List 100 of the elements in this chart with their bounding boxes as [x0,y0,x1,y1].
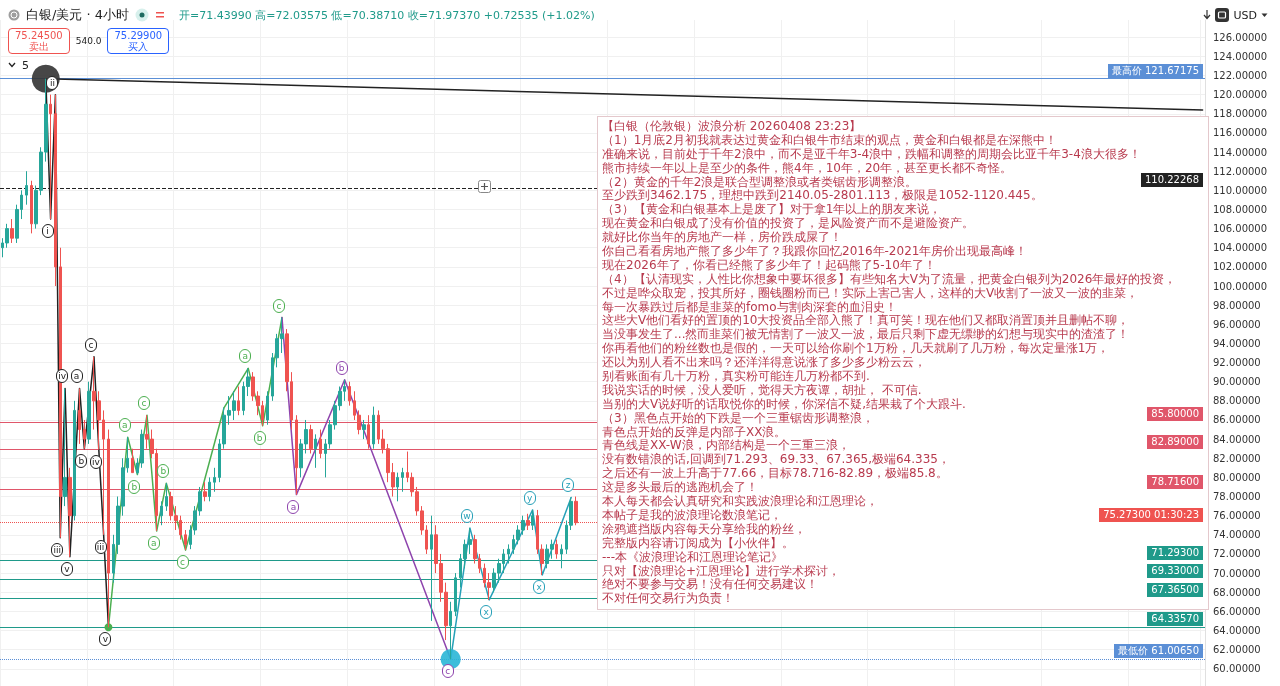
ref-line-label: 64.33570 [1147,612,1203,627]
y-tick-label: 84.00000 [1213,433,1261,445]
annotation: 完整版内容请订阅成为【小伙伴】。 [602,535,794,550]
annotation: 本帖子是我的波浪理论数浪笔记， [602,507,782,522]
annotation: 只对【波浪理论+江恩理论】进行学术探讨， [602,563,841,578]
annotation: 5 [22,58,29,72]
annotation: 就好比你当年的房地产一样，房价跌成屎了！ [602,230,843,245]
data-label: iii [94,539,107,554]
y-tick-label: 66.00000 [1213,605,1261,617]
y-tick-label: 110.00000 [1213,184,1268,196]
y-tick-label: 126.00000 [1213,31,1268,43]
ref-line-label: 82.89000 [1147,434,1203,449]
data-label: c [176,555,189,570]
y-tick-label: 92.00000 [1213,357,1261,369]
data-label: b [75,453,88,468]
annotation: 没有数错浪的话,回调到71.293、69.33、67.365,极端64.335， [602,452,951,467]
annotation: （3）黑色点开始的下跌是一个三重锯齿形调整浪， [602,410,874,425]
data-label: ii [46,75,59,90]
data-label: x [480,604,493,619]
annotation: 540.0 [75,36,102,46]
annotation: 青色点开始的反弹是内部子XX浪。 [602,424,787,439]
data-label: b [335,360,348,375]
annotation: 卖出 [28,41,49,52]
annotation: （3）【黄金和白银基本上是废了】对于拿1年以上的朋友来说， [602,202,943,217]
y-tick-label: 72.00000 [1213,548,1261,560]
y-tick-label: 104.00000 [1213,242,1268,254]
annotation: （2）黄金的千年2浪是联合型调整浪或者类锯齿形调整浪。 [602,174,918,189]
data-label: v [60,561,73,576]
ref-line-label: 最低价 61.00650 [1114,644,1203,659]
y-tick-label: 106.00000 [1213,223,1268,235]
ref-line-label: 67.36500 [1147,583,1203,598]
data-label: a [287,499,300,514]
y-tick-label: 80.00000 [1213,471,1261,483]
data-label: b [157,464,170,479]
y-tick-label: 94.00000 [1213,337,1261,349]
annotation: 涂鸦遮挡版内容每天分享给我的粉丝， [602,521,807,537]
annotation: 还以为别人看不出来吗？还洋洋得意说涨了多少多少粉云云， [602,355,927,370]
annotation: 不对任何交易行为负责！ [602,591,734,606]
data-label: i [41,224,54,239]
data-label: w [460,509,473,524]
annotation: 这些大V他们看好的置顶的10大投资品全部入熊了！真可笑！现在他们又都取消置顶并且删帖不聊， [602,313,1131,328]
y-tick-label: 64.00000 [1213,625,1261,636]
annotation: 准确来说，目前处于千年2浪中，而不是亚千年3-4浪中，跌幅和调整的周期会比亚千年3-4浪大很多！ [602,146,1142,162]
annotation: 当没事发生了...然而韭菜们被无情割了一波又一波，最后只剩下虚无缥缈的幻想与现实中的渣渣了！ [602,327,1131,342]
annotation: 我说实话的时候，没人爱听，觉得天方夜谭，胡扯， 不可信. [602,382,923,398]
data-label: a [239,349,252,364]
chart-title: 白银/美元 · 4小时 [26,6,130,24]
ref-line-label: 71.29300 [1147,545,1203,560]
data-label: c [138,396,150,411]
data-label: c [84,337,97,352]
data-label: a [147,535,160,550]
data-label: iv [56,369,69,384]
y-tick-label: 102.00000 [1213,261,1268,273]
annotation: 75.29900 [114,30,163,41]
y-tick-label: 114.00000 [1213,146,1268,158]
annotation: 别看账面有几十万粉，真实粉可能连几万粉都不到. [602,369,871,384]
annotation: 这是多头最后的逃跑机会了！ [602,480,758,495]
annotation: 绝对不要参与交易！没有任何交易建议！ [602,577,818,592]
y-tick-label: 78.00000 [1213,491,1261,503]
y-tick-label: 124.00000 [1213,50,1268,62]
y-tick-label: 118.00000 [1213,108,1268,120]
data-label: x [533,580,546,594]
annotation: 至少跌到3462.175，理想中跌到2140.05-2801.113，极限是1052-1120.445。 [602,188,1044,203]
y-tick-label: 120.00000 [1213,89,1268,101]
annotation: 买入 [128,41,149,52]
data-label: c [272,298,285,313]
y-tick-label: 74.00000 [1213,529,1261,541]
annotation: 每一次暴跌过后都是韭菜的fomo与割肉深套的血泪史！ [602,299,898,314]
data-label: c [441,664,454,679]
annotation: 熊市持续一年以上是至少的条件，熊4年，10年，20年，甚至更长都不奇怪。 [602,160,1014,176]
annotation: （4）【认清现实，人性比你想象中要坏很多】有些知名大V为了流量，把黄金白银列为2026年最好的投资， [602,271,1178,287]
data-label: iv [89,454,102,469]
y-tick-label: 70.00000 [1213,567,1261,579]
y-tick-label: 82.00000 [1213,452,1261,464]
y-tick-label: 100.00000 [1213,280,1268,292]
y-tick-label: 76.00000 [1213,510,1261,522]
data-label: a [118,418,131,433]
data-label: b [128,479,141,494]
ref-line-label: 110.22268 [1140,173,1203,188]
annotation: 【白银（伦敦银）波浪分析 20260408 23:23】 [602,119,863,134]
y-tick-label: 116.00000 [1213,127,1268,139]
text: USD [1233,8,1257,22]
annotation: 75.24500 [15,30,63,41]
y-tick-label: 88.00000 [1213,395,1261,407]
annotation: 青色线是XX-W浪，内部结构是一个三重三浪， [602,438,850,453]
data-label: a [70,369,83,384]
ref-line-label: 85.80000 [1147,406,1203,421]
ref-line-label: 75.27300 01:30:23 [1099,507,1203,522]
y-tick-label: 98.00000 [1213,299,1261,311]
y-tick-label: 108.00000 [1213,203,1268,215]
annotation: 你自己看看房地产熊了多少年了？我跟你回忆2016年-2021年房价出现最高峰！ [602,244,1029,259]
annotation: 之后还有一波上升高于77.66，目标78.716-82.89，极端85.8。 [602,466,948,481]
y-tick-label: 122.00000 [1213,70,1268,81]
ref-line-label: 最高价 121.67175 [1107,63,1203,78]
annotation: 现在2026年了，你看已经熊了多少年了！起码熊了5-10年了！ [602,257,937,273]
y-tick-label: 60.00000 [1213,663,1261,675]
data-label: v [99,632,112,647]
data-label: y [523,490,536,505]
annotation: 当别的大V说好听的话取悦你的时候，你深信不疑,结果栽了个大跟斗. [602,396,966,411]
chart-subtitle: 开=71.43990 高=72.03575 低=70.38710 收=71.97370 +0.72535 (+1.02%) [179,7,595,23]
